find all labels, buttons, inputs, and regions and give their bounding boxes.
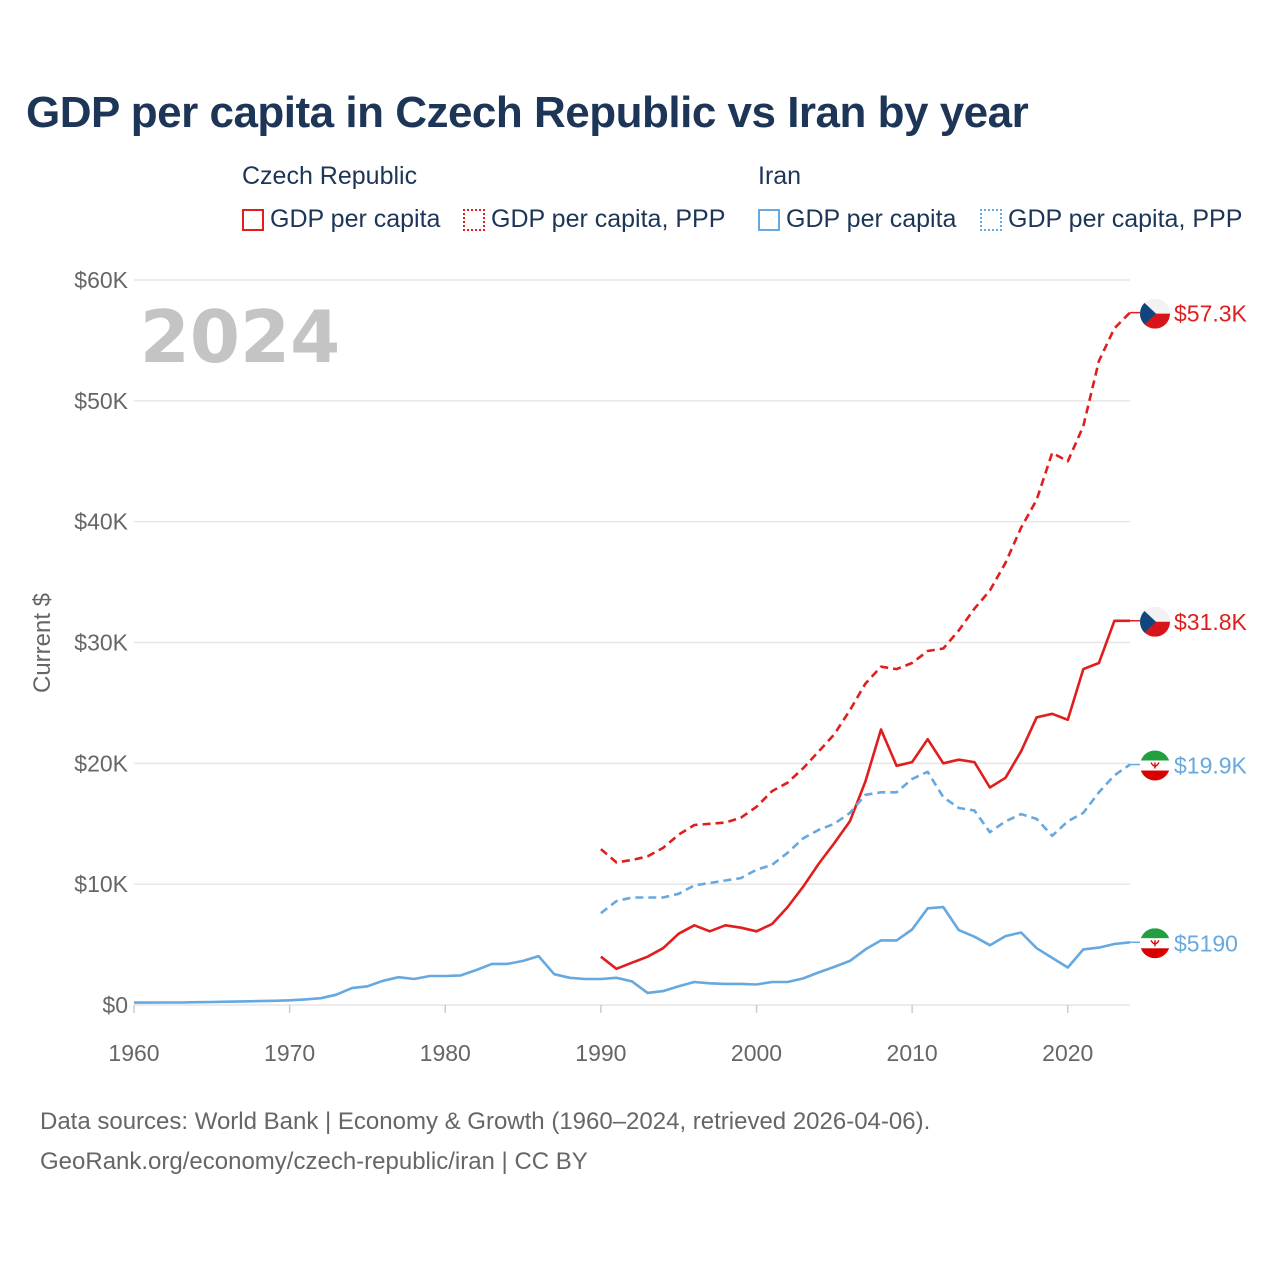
legend-item-iran-gdp[interactable]: GDP per capita: [758, 205, 956, 234]
series-line-iran-gdp-per-capita[interactable]: [134, 905, 1131, 1004]
x-tick-label: 1980: [420, 1040, 471, 1066]
legend-item-iran-gdp-ppp[interactable]: GDP per capita, PPP: [980, 205, 1242, 234]
legend-label: GDP per capita, PPP: [491, 205, 726, 233]
end-value-label: $31.8K: [1174, 609, 1248, 635]
x-tick-label: 2000: [731, 1040, 782, 1066]
x-tick-label: 1990: [575, 1040, 626, 1066]
series-line-czech-republic-gdp-per-capita-ppp[interactable]: [600, 311, 1131, 864]
x-tick-label: 1960: [108, 1040, 159, 1066]
source-line-2[interactable]: GeoRank.org/economy/czech-republic/iran …: [40, 1148, 588, 1175]
iran-flag-icon: [1140, 928, 1170, 959]
iran-flag-icon: [1140, 750, 1170, 781]
y-tick-label: $50K: [74, 388, 128, 414]
y-tick-label: $40K: [74, 509, 128, 535]
x-tick-label: 2010: [887, 1040, 938, 1066]
axes: $0 $10K $20K $30K $40K $50K $60K 1960 1970 1980 19…: [74, 267, 1093, 1066]
end-value-label: $57.3K: [1174, 301, 1248, 327]
y-tick-label: $30K: [74, 630, 128, 656]
end-value-label: $5190: [1174, 930, 1238, 956]
series-lines: [134, 311, 1131, 1004]
legend-swatch-solid-blue: [758, 208, 780, 231]
chart-title: GDP per capita in Czech Republic vs Iran…: [26, 88, 1029, 137]
year-overlay: 2024: [140, 295, 340, 379]
y-tick-label: $10K: [74, 871, 128, 897]
legend-swatch-dotted-red: [463, 208, 485, 231]
legend-item-czech-gdp-ppp[interactable]: GDP per capita, PPP: [463, 205, 725, 234]
legend-label: GDP per capita, PPP: [1008, 205, 1243, 233]
x-tick-label: 2020: [1042, 1040, 1093, 1066]
legend-group-iran: Iran: [758, 162, 802, 190]
y-tick-label: $20K: [74, 750, 128, 776]
legend-swatch-dotted-blue: [980, 208, 1002, 231]
series-line-czech-republic-gdp-per-capita[interactable]: [600, 619, 1130, 971]
y-tick-label: $60K: [74, 267, 128, 293]
series-line-iran-gdp-per-capita-ppp[interactable]: [600, 763, 1131, 915]
legend-swatch-solid-red: [242, 208, 264, 231]
gridlines: [134, 279, 1130, 1006]
end-labels: $57.3K $31.8K $19.9K $5190: [1130, 298, 1248, 959]
y-axis-label: Current $: [29, 593, 56, 693]
x-tick-label: 1970: [264, 1040, 315, 1066]
y-tick-label: $0: [102, 992, 128, 1018]
source-line-1: Data sources: World Bank | Economy & Gro…: [40, 1108, 931, 1135]
czech-flag-icon: [1140, 298, 1170, 329]
czech-flag-icon: [1140, 606, 1170, 637]
legend-label: GDP per capita: [786, 205, 957, 233]
legend-item-czech-gdp[interactable]: GDP per capita: [242, 205, 440, 234]
legend-label: GDP per capita: [270, 205, 441, 233]
legend-group-czech-republic: Czech Republic: [242, 162, 418, 190]
end-value-label: $19.9K: [1174, 753, 1248, 779]
